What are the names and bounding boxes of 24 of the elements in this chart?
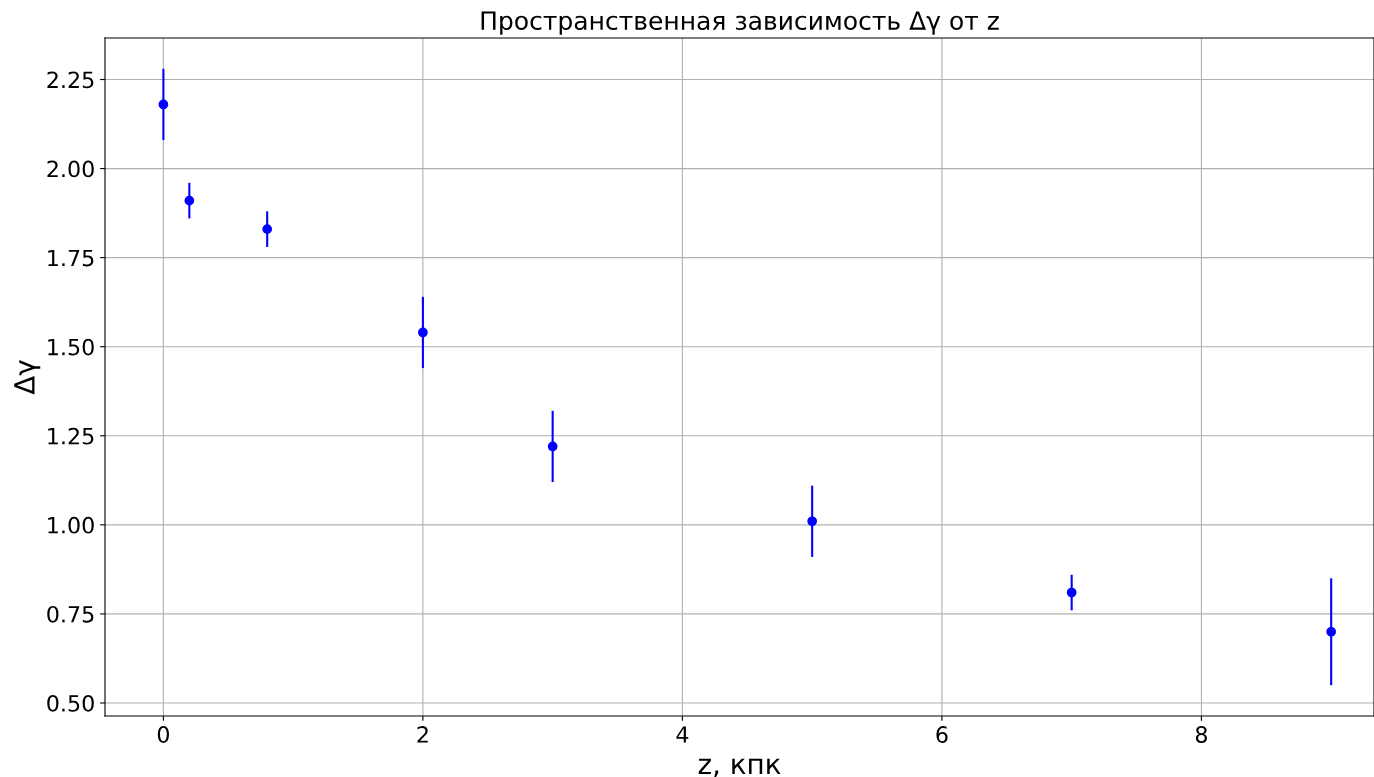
point [262, 224, 273, 235]
point [158, 99, 169, 110]
y-axis-title: Δγ [14, 360, 41, 395]
x-tick-label: 6 [936, 726, 948, 743]
point [418, 327, 428, 338]
x-tick-label: 2 [417, 726, 428, 743]
y-tick-label: 0.50 [47, 694, 94, 712]
x-tick-label: 0 [157, 726, 169, 743]
point [184, 195, 195, 206]
y-tick-label: 2.00 [47, 160, 94, 178]
y-tick-label: 1.75 [48, 249, 94, 267]
point [1326, 626, 1337, 637]
point [1066, 587, 1077, 598]
y-tick-label: 0.75 [47, 605, 94, 623]
x-axis-title: z, кпк [698, 758, 781, 777]
x-tick-label: 4 [676, 726, 689, 743]
point [807, 516, 818, 527]
x-tick-label: 8 [1195, 726, 1207, 743]
y-tick-label: 1.25 [48, 427, 94, 445]
point [547, 441, 558, 452]
y-tick-label: 1.50 [48, 338, 94, 356]
y-tick-label: 1.00 [48, 516, 94, 534]
y-tick-label: 2.25 [47, 71, 94, 89]
chart-title: Пространственная зависимость Δγ от z [481, 11, 999, 35]
